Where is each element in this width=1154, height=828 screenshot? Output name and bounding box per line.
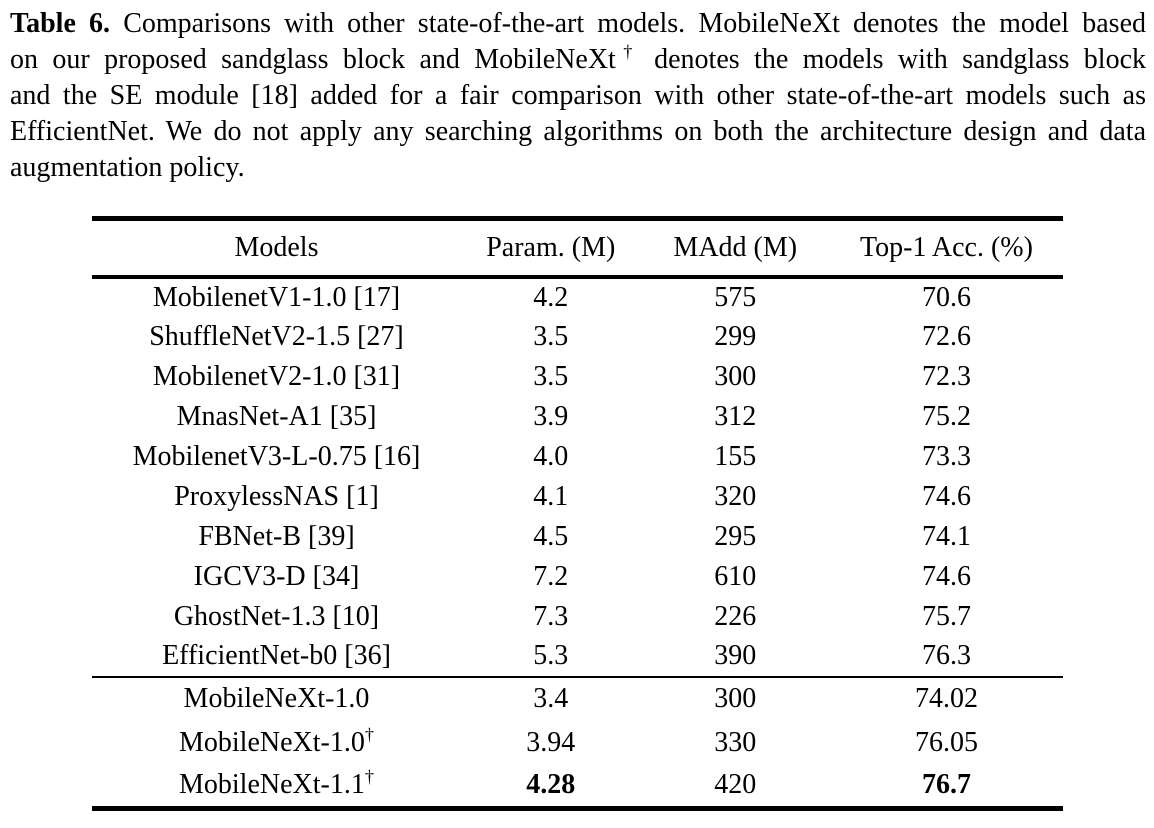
madd-cell: 390 [714, 640, 757, 671]
top1-cell: 76.7 [921, 769, 971, 801]
model-cell: MobilenetV1-1.0 [17] [152, 281, 401, 313]
caption-line: and the SE module [18] added for a fair … [10, 80, 1146, 111]
caption-line-text: Comparisons with other state-of-the-art … [123, 8, 1147, 39]
madd-cell: 320 [714, 480, 757, 512]
table-row: MobilenetV1-1.0 [17] 4.2 575 70.6 [92, 277, 1063, 317]
col-header-madd: MAdd (M) [673, 231, 798, 263]
madd-cell: 610 [714, 560, 757, 592]
model-cell: MobilenetV2-1.0 [31] [152, 360, 401, 392]
param-cell: 7.2 [533, 560, 569, 592]
table-row: MobileNeXt-1.1† 4.28 420 76.7 [92, 765, 1063, 809]
param-cell: 3.4 [533, 683, 569, 714]
caption-line: EfficientNet. We do not apply any search… [10, 116, 1146, 147]
madd-cell: 295 [714, 520, 757, 552]
param-cell: 3.94 [526, 726, 576, 758]
madd-cell: 575 [714, 281, 757, 313]
model-cell: MobileNeXt-1.0† [179, 724, 374, 758]
model-cell: FBNet-B [39] [198, 520, 355, 552]
col-header-models: Models [234, 231, 319, 263]
table-row: MobileNeXt-1.0† 3.94 330 76.05 [92, 721, 1063, 765]
model-cell: MobilenetV3-L-0.75 [16] [132, 440, 421, 472]
param-cell: 3.9 [533, 400, 569, 432]
top1-cell: 76.05 [914, 726, 978, 758]
madd-cell: 226 [714, 600, 757, 632]
madd-cell: 155 [714, 440, 757, 472]
table-row: MobileNeXt-1.0 3.4 300 74.02 [92, 677, 1063, 721]
param-cell: 4.28 [526, 769, 576, 801]
table-row: FBNet-B [39] 4.5 295 74.1 [92, 517, 1063, 557]
model-cell: ShuffleNetV2-1.5 [27] [149, 320, 404, 352]
table-row: MnasNet-A1 [35] 3.9 312 75.2 [92, 397, 1063, 437]
param-cell: 3.5 [533, 360, 569, 392]
top1-cell: 75.7 [921, 600, 971, 632]
model-cell: IGCV3-D [34] [193, 560, 360, 592]
table-row: EfficientNet-b0 [36] 5.3 390 76.3 [92, 637, 1063, 677]
top1-cell: 74.6 [921, 560, 971, 592]
top1-cell: 74.1 [921, 520, 971, 552]
caption-line: augmentation policy. [10, 152, 245, 183]
col-header-top1: Top-1 Acc. (%) [859, 231, 1033, 263]
caption-line: Table 6. Comparisons with other state-of… [10, 6, 1146, 42]
header-row: Models Param. (M) MAdd (M) Top-1 Acc. (%… [92, 219, 1063, 277]
model-cell: MnasNet-A1 [35] [176, 400, 377, 432]
table-row: IGCV3-D [34] 7.2 610 74.6 [92, 557, 1063, 597]
table-header: Models Param. (M) MAdd (M) Top-1 Acc. (%… [92, 219, 1063, 277]
col-header-param: Param. (M) [486, 231, 616, 263]
top1-cell: 74.6 [921, 480, 971, 512]
table-body-sota: MobilenetV1-1.0 [17] 4.2 575 70.6 Shuffl… [92, 277, 1063, 677]
param-cell: 3.5 [533, 320, 569, 352]
model-cell: ProxylessNAS [1] [174, 480, 379, 512]
table-caption: Table 6. Comparisons with other state-of… [10, 6, 1146, 186]
table-row: MobilenetV2-1.0 [31] 3.5 300 72.3 [92, 357, 1063, 397]
top1-cell: 73.3 [921, 440, 971, 472]
comparison-table: Models Param. (M) MAdd (M) Top-1 Acc. (%… [92, 216, 1063, 811]
param-cell: 7.3 [533, 600, 569, 632]
top1-cell: 76.3 [921, 640, 971, 671]
param-cell: 5.3 [533, 640, 569, 671]
madd-cell: 300 [714, 360, 757, 392]
madd-cell: 420 [714, 769, 757, 801]
model-cell: MobileNeXt-1.1† [179, 766, 374, 801]
top1-cell: 72.3 [921, 360, 971, 392]
top1-cell: 74.02 [914, 683, 978, 714]
table-row: ShuffleNetV2-1.5 [27] 3.5 299 72.6 [92, 317, 1063, 357]
param-cell: 4.1 [533, 480, 569, 512]
caption-label: Table 6. [10, 8, 111, 39]
madd-cell: 300 [714, 683, 757, 714]
comparison-table-wrapper: Models Param. (M) MAdd (M) Top-1 Acc. (%… [92, 216, 1063, 811]
top1-cell: 70.6 [921, 281, 971, 313]
table-row: MobilenetV3-L-0.75 [16] 4.0 155 73.3 [92, 437, 1063, 477]
madd-cell: 312 [714, 400, 757, 432]
table-body-ours: MobileNeXt-1.0 3.4 300 74.02 MobileNeXt-… [92, 677, 1063, 809]
model-cell: GhostNet-1.3 [10] [173, 600, 380, 632]
model-cell: MobileNeXt-1.0 [183, 683, 370, 714]
param-cell: 4.0 [533, 440, 569, 472]
caption-line: on our proposed sandglass block and Mobi… [10, 41, 1147, 75]
top1-cell: 72.6 [921, 320, 971, 352]
madd-cell: 330 [714, 726, 757, 758]
top1-cell: 75.2 [921, 400, 971, 432]
param-cell: 4.2 [533, 281, 569, 313]
param-cell: 4.5 [533, 520, 569, 552]
table-row: ProxylessNAS [1] 4.1 320 74.6 [92, 477, 1063, 517]
madd-cell: 299 [714, 320, 757, 352]
model-cell: EfficientNet-b0 [36] [162, 640, 391, 671]
table-row: GhostNet-1.3 [10] 7.3 226 75.7 [92, 597, 1063, 637]
